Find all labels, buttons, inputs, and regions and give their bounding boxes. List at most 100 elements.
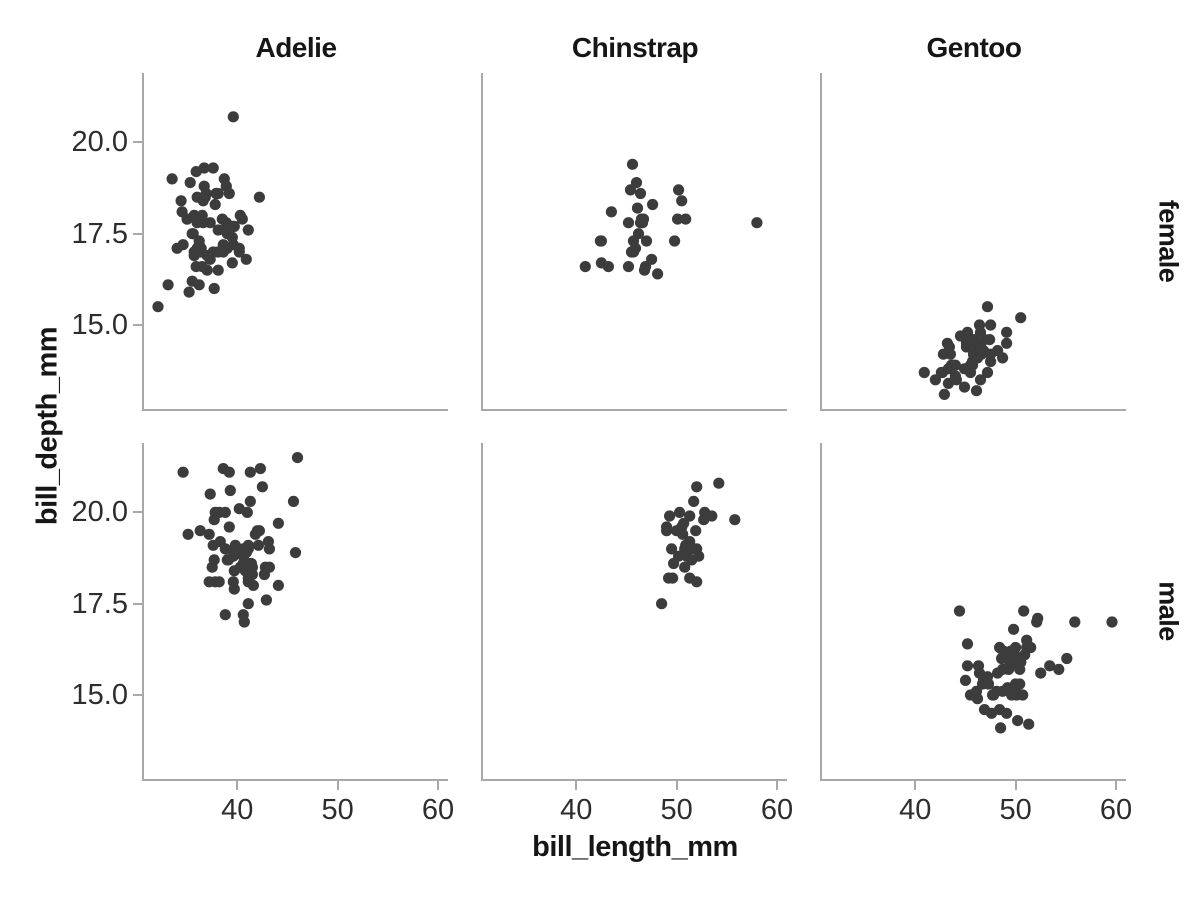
data-point xyxy=(193,279,205,291)
data-point xyxy=(262,536,274,548)
data-point xyxy=(959,674,972,686)
data-point xyxy=(183,286,195,298)
data-point xyxy=(985,355,997,368)
data-point xyxy=(223,187,235,200)
x-tick-mark xyxy=(914,781,917,790)
data-point xyxy=(190,166,202,178)
data-point xyxy=(961,660,974,672)
data-point xyxy=(954,330,967,342)
data-point xyxy=(238,616,250,628)
x-tick-label: 50 xyxy=(999,794,1032,826)
data-point xyxy=(627,246,640,258)
data-point xyxy=(272,579,284,591)
data-point xyxy=(221,242,233,254)
data-point xyxy=(679,543,691,555)
data-point xyxy=(634,217,647,229)
data-point xyxy=(287,495,300,507)
data-point xyxy=(1018,605,1030,617)
data-point xyxy=(244,495,256,507)
data-point xyxy=(634,187,647,200)
y-tick-mark xyxy=(133,602,142,605)
data-point xyxy=(693,550,705,562)
data-point xyxy=(661,521,673,533)
data-point xyxy=(656,598,668,610)
x-tick-mark xyxy=(775,781,778,790)
data-point xyxy=(233,503,245,515)
y-tick-label: 17.5 xyxy=(71,217,128,250)
data-point xyxy=(254,463,266,475)
data-point xyxy=(260,594,272,606)
data-point xyxy=(203,528,215,540)
data-point xyxy=(950,374,962,386)
data-point xyxy=(1044,660,1056,672)
data-point xyxy=(226,257,238,269)
data-point xyxy=(691,481,703,493)
data-point xyxy=(605,206,617,218)
data-point xyxy=(961,638,974,650)
data-point xyxy=(253,525,265,537)
data-point xyxy=(688,495,700,507)
data-point xyxy=(667,572,679,584)
data-point xyxy=(191,242,203,254)
data-point xyxy=(182,528,194,540)
x-tick-mark xyxy=(336,781,339,790)
data-point xyxy=(1017,689,1029,701)
data-point xyxy=(966,355,979,368)
panel-gentoo-male xyxy=(820,443,1126,781)
data-point xyxy=(221,554,233,566)
data-point xyxy=(190,261,202,273)
data-point xyxy=(1001,326,1013,338)
facet-column-label-adelie: Adelie xyxy=(255,32,337,63)
y-tick-label: 20.0 xyxy=(71,126,128,159)
data-point xyxy=(204,217,216,229)
scatter-points-adelie-female xyxy=(152,111,265,313)
scatter-points-chinstrap-male xyxy=(656,477,741,610)
data-point xyxy=(1106,616,1118,628)
y-tick-mark xyxy=(133,141,142,144)
data-point xyxy=(751,217,763,229)
data-point xyxy=(209,198,221,211)
y-tick-label: 15.0 xyxy=(71,309,128,341)
data-point xyxy=(678,517,690,529)
data-point xyxy=(187,228,199,240)
data-point xyxy=(981,301,994,313)
data-point xyxy=(1015,312,1027,324)
data-point xyxy=(184,177,196,189)
data-point xyxy=(1061,652,1073,665)
data-point xyxy=(638,264,651,276)
x-tick-mark xyxy=(1014,781,1017,790)
data-point xyxy=(647,198,659,211)
data-point xyxy=(981,366,994,379)
x-tick-label: 40 xyxy=(560,794,593,826)
facet-column-label-gentoo: Gentoo xyxy=(926,32,1023,63)
data-point xyxy=(631,202,644,214)
data-point xyxy=(242,598,254,610)
data-point xyxy=(208,282,220,295)
data-point xyxy=(1032,612,1044,624)
facet-column-label-chinstrap: Chinstrap xyxy=(571,32,699,63)
data-point xyxy=(1035,667,1047,679)
scatter-points-gentoo-male xyxy=(953,605,1118,734)
x-tick-label: 50 xyxy=(321,794,354,826)
data-point xyxy=(194,525,206,537)
data-point xyxy=(206,561,218,573)
data-point xyxy=(690,525,702,537)
data-point xyxy=(228,220,240,232)
y-tick-label: 15.0 xyxy=(71,679,128,711)
data-point xyxy=(998,645,1010,657)
data-point xyxy=(1001,707,1013,719)
data-point xyxy=(622,217,635,229)
data-point xyxy=(244,466,256,478)
data-point xyxy=(971,341,984,353)
data-point xyxy=(228,547,240,559)
data-point xyxy=(171,242,183,254)
data-point xyxy=(1001,337,1013,349)
data-point xyxy=(253,191,265,203)
data-point xyxy=(958,363,971,375)
data-point xyxy=(595,257,607,269)
x-axis-title: bill_length_mm xyxy=(532,831,738,863)
panel-chinstrap-male xyxy=(481,443,787,781)
y-tick-mark xyxy=(133,324,142,326)
data-point xyxy=(152,301,164,313)
data-point xyxy=(1023,718,1035,730)
